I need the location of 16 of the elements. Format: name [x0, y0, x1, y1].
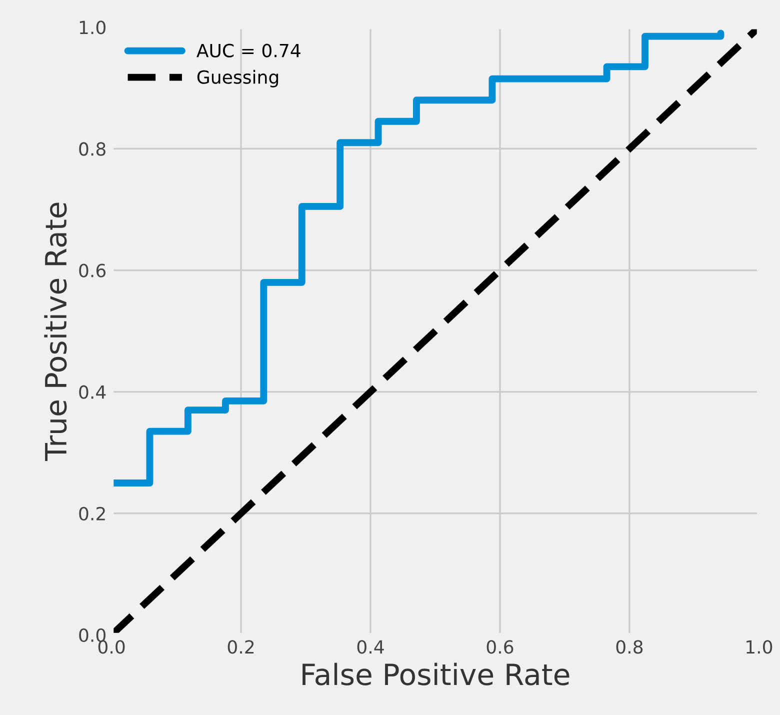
x-tick-label: 0.0: [98, 640, 125, 654]
y-tick-label: 0.0: [79, 628, 106, 642]
x-tick-label: 1.0: [746, 640, 772, 654]
y-tick-label: 0.8: [79, 142, 106, 156]
y-tick-label: 0.4: [79, 385, 106, 399]
y-axis-title: True Positive Rate: [44, 202, 67, 462]
y-tick-label: 0.6: [79, 264, 106, 278]
x-tick-label: 0.4: [357, 640, 384, 654]
y-tick-label: 0.2: [79, 506, 105, 520]
x-tick-label: 0.8: [616, 640, 643, 654]
x-tick-label: 0.2: [228, 640, 254, 654]
x-axis-title: False Positive Rate: [302, 662, 570, 686]
legend-label: Guessing: [197, 70, 278, 88]
legend-label: AUC = 0.74: [196, 44, 300, 58]
x-tick-label: 0.6: [486, 640, 514, 654]
y-tick-label: 1.0: [80, 20, 106, 34]
